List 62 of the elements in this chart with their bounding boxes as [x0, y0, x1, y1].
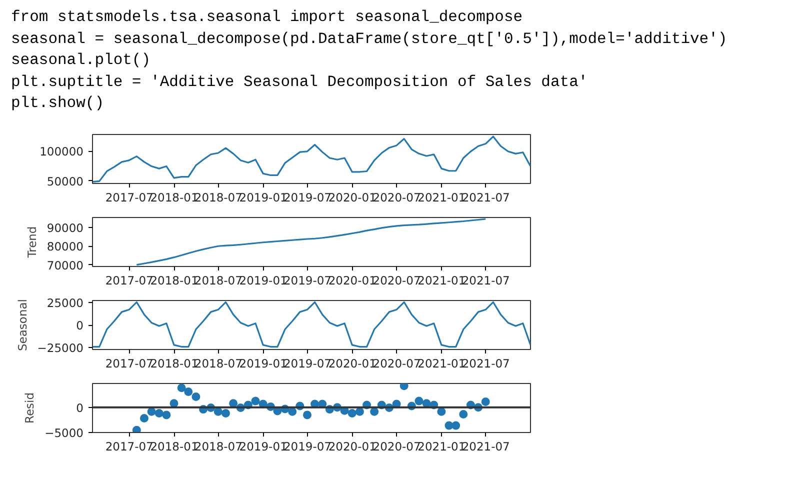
x-tick-label: 2019-07	[283, 356, 332, 370]
text: plt.suptitle = 'Additive Seasonal Decomposition of Sales data'	[11, 72, 588, 90]
x-tick-label: 2017-07	[105, 274, 154, 288]
point	[288, 407, 297, 416]
x-tick-label: 2018-07	[194, 274, 242, 288]
x-tick-label: 2020-07	[372, 440, 421, 454]
y-tick-label: 100000	[40, 144, 84, 159]
y-tick-label: 90000	[46, 220, 84, 235]
y-tick-label: 50000	[46, 174, 84, 188]
point	[177, 384, 186, 392]
x-tick-label: 2019-07	[283, 190, 332, 204]
y-axis-title: Seasonal	[15, 299, 30, 351]
point	[481, 397, 490, 406]
point	[355, 407, 364, 416]
x-tick-label: 2018-07	[194, 356, 242, 370]
point	[147, 407, 156, 416]
point	[221, 409, 230, 418]
x-tick-label: 2019-07	[283, 274, 332, 288]
y-tick-label: 0	[76, 400, 84, 415]
x-tick-label: 2019-07	[283, 440, 332, 454]
x-tick-label: 2017-07	[105, 356, 154, 370]
line-series	[92, 301, 530, 348]
y-tick-label: −25000	[37, 341, 84, 356]
y-axis-title: Resid	[22, 392, 37, 424]
text: seasonal.plot()	[11, 51, 151, 69]
text: from statsmodels.tsa.seasonal import seasonal_decompose	[11, 8, 523, 26]
point	[132, 426, 141, 432]
y-tick-label: 25000	[46, 296, 84, 310]
y-axis-title: Trend	[24, 226, 39, 259]
x-tick-label: 2021-07	[462, 356, 510, 370]
x-tick-label: 2017-07	[105, 190, 154, 204]
x-tick-label: 2021-07	[462, 190, 510, 204]
x-tick-label: 2018-07	[194, 440, 242, 454]
point	[140, 414, 148, 423]
x-tick-label: 2021-07	[462, 274, 510, 288]
x-tick-label: 2017-07	[105, 440, 154, 454]
point	[251, 396, 260, 406]
text: plt.show()	[11, 94, 104, 112]
x-tick-label: 2020-07	[372, 274, 421, 288]
point	[414, 396, 424, 406]
y-tick-label: 70000	[46, 258, 84, 272]
line-series	[92, 136, 530, 183]
point	[370, 407, 379, 416]
point	[302, 410, 312, 420]
point	[437, 407, 446, 416]
point	[459, 410, 468, 419]
point	[162, 410, 171, 420]
y-tick-label: 80000	[46, 240, 84, 254]
x-tick-label: 2020-07	[372, 190, 421, 204]
x-tick-label: 2021-07	[462, 440, 510, 454]
y-tick-label: −5000	[44, 426, 84, 440]
point	[154, 409, 164, 418]
x-tick-label: 2018-07	[194, 190, 242, 204]
y-tick-label: 0	[76, 318, 84, 332]
point	[452, 421, 460, 430]
x-tick-label: 2020-07	[372, 356, 421, 370]
line-series	[136, 218, 486, 266]
point	[348, 409, 356, 418]
point	[192, 392, 200, 401]
text: seasonal = seasonal_decompose(pd.DataFrame(store_qt['0.5']),model='additive')	[11, 30, 728, 48]
point	[400, 384, 408, 390]
point	[184, 388, 193, 396]
